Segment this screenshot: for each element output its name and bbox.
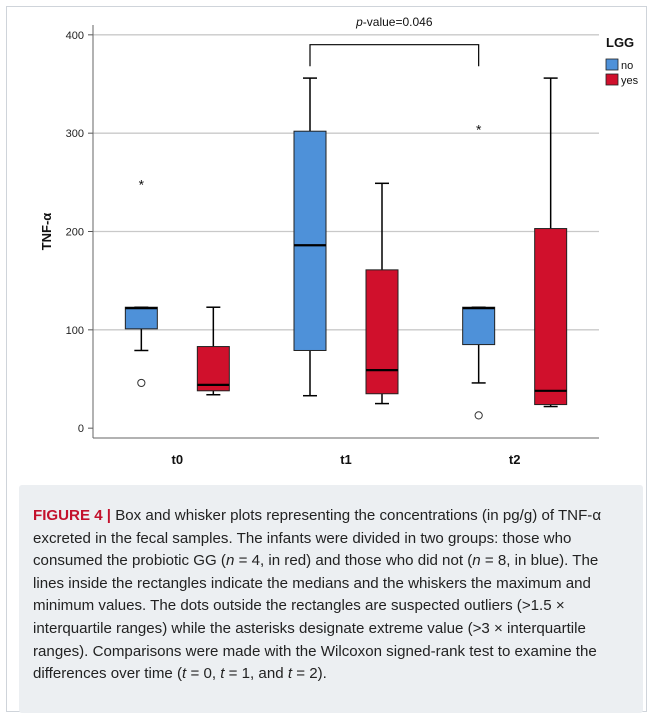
legend-label-yes: yes: [621, 75, 639, 87]
box-yes-t2: [534, 77, 568, 408]
outlier-point: [137, 378, 146, 388]
outlier-point: [474, 411, 483, 420]
y-tick-label: 100: [66, 325, 84, 337]
legend-title: LGG: [606, 35, 634, 50]
significance-bracket: [309, 44, 480, 67]
figure-frame: 0 100 200 300 400 TNF-α t0 t1 t2 * * p-value=0.046 L…: [6, 6, 648, 713]
box-rect: [534, 228, 568, 406]
box-no-t2: *: [462, 121, 496, 420]
box-rect: [293, 130, 327, 351]
legend-label-no: no: [621, 60, 633, 72]
box-rect: [462, 306, 496, 346]
box-rect: [196, 346, 230, 392]
caption-text: Box and whisker plots representing the c…: [33, 507, 602, 683]
figure-label: FIGURE 4 |: [33, 507, 112, 524]
y-tick-label: 400: [66, 30, 84, 42]
x-tick-label: t2: [509, 452, 521, 467]
extreme-point: *: [139, 176, 145, 192]
legend-swatch-yes: [605, 73, 619, 86]
y-tick-label: 300: [66, 128, 84, 140]
x-tick-label: t1: [340, 452, 352, 467]
box-rect: [124, 306, 158, 330]
box-no-t1: [293, 77, 327, 397]
box-plot-chart: 0 100 200 300 400 TNF-α t0 t1 t2 * * p-value=0.046 L…: [7, 7, 648, 475]
y-tick-label: 200: [66, 227, 84, 239]
y-tick-label: 0: [78, 423, 84, 435]
legend-swatch-no: [605, 58, 619, 71]
box-rect: [365, 269, 399, 395]
chart-svg: 0 100 200 300 400 TNF-α t0 t1 t2 * * p-value=0.046 L…: [39, 15, 639, 467]
box-yes-t0: [196, 306, 230, 396]
box-yes-t1: [365, 182, 399, 405]
x-tick-label: t0: [172, 452, 184, 467]
p-value-annotation: p-value=0.046: [355, 15, 433, 29]
extreme-point: *: [476, 121, 482, 137]
box-no-t0: *: [124, 176, 158, 388]
figure-caption: FIGURE 4 | Box and whisker plots represe…: [19, 485, 643, 713]
y-axis-label: TNF-α: [39, 213, 54, 251]
